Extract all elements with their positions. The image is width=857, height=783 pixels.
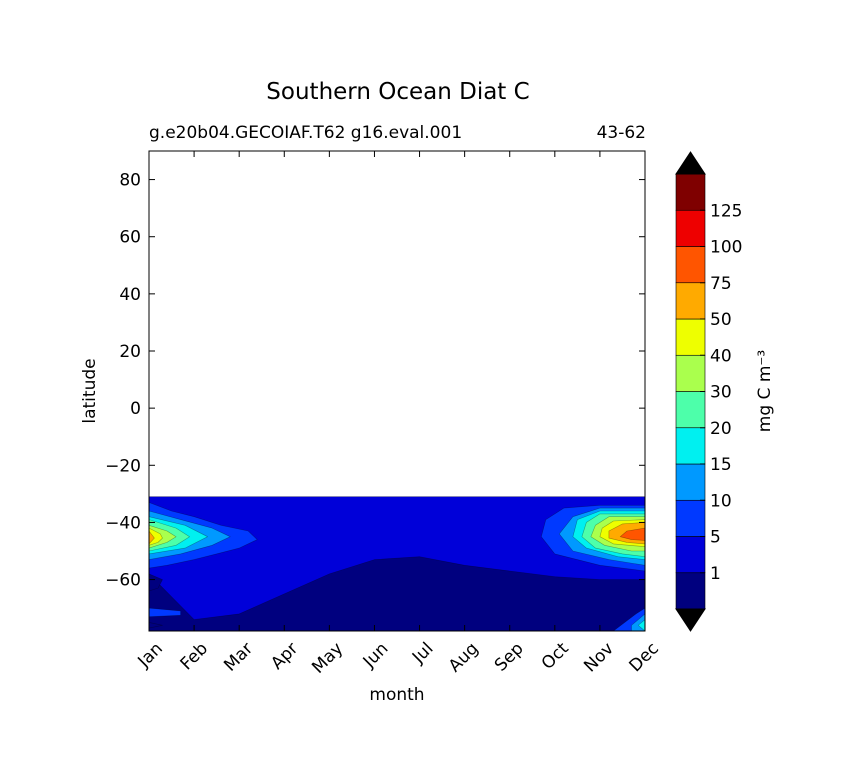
contour-region-16: [619, 527, 645, 541]
y-tick-label-5: −20: [105, 456, 141, 476]
y-axis: 80 60 40 20 0 −20 −40 −60: [105, 171, 645, 591]
colorbar-label: mg C m⁻³: [755, 350, 775, 432]
contour-region-18: [149, 622, 163, 629]
x-tick-label-jun: Jun: [359, 639, 393, 673]
x-tick-label-aug: Aug: [445, 639, 483, 677]
y-tick-label-2: 40: [119, 285, 141, 305]
colorbar-tick-label-2: 10: [710, 491, 732, 511]
x-tick-label-oct: Oct: [538, 639, 573, 674]
contour-region-20: [637, 619, 645, 631]
colorbar-tick-label-10: 125: [710, 201, 742, 221]
colorbar-tick-label-5: 30: [710, 383, 732, 403]
colorbar-segment-2: [675, 499, 706, 537]
x-tick-label-jul: Jul: [408, 639, 437, 668]
y-tick-label-4: 0: [130, 399, 141, 419]
colorbar-segment-10: [675, 209, 706, 247]
contour-region-17: [149, 573, 163, 592]
x-tick-label-may: May: [308, 639, 347, 678]
colorbar-tick-label-7: 50: [710, 310, 732, 330]
colorbar-tick-label-8: 75: [710, 274, 732, 294]
contour-region-12: [149, 527, 163, 546]
x-tick-label-nov: Nov: [580, 639, 618, 677]
contour-region-21: [149, 607, 181, 617]
colorbar-tick-label-0: 1: [710, 564, 721, 584]
colorbar-extend-bottom: [675, 608, 706, 632]
x-tick-label-dec: Dec: [626, 639, 663, 676]
colorbar-segment-11: [675, 173, 706, 211]
colorbar-segment-5: [675, 391, 706, 429]
y-tick-label-1: 60: [119, 228, 141, 248]
colorbar-tick-label-9: 100: [710, 238, 742, 258]
chart-subtitle-right: 43-62: [597, 123, 646, 143]
plot-area: [148, 150, 646, 632]
y-tick-label-0: 80: [119, 171, 141, 191]
x-tick-label-apr: Apr: [267, 639, 302, 674]
colorbar-tick-label-6: 40: [710, 346, 732, 366]
colorbar-segment-6: [675, 354, 706, 392]
colorbar-segment-7: [675, 318, 706, 356]
y-tick-label-3: 20: [119, 342, 141, 362]
x-tick-label-mar: Mar: [220, 639, 257, 676]
x-tick-label-feb: Feb: [177, 639, 212, 674]
colorbar-segment-8: [675, 282, 706, 320]
colorbar-tick-label-3: 15: [710, 455, 732, 475]
y-tick-label-6: −40: [105, 513, 141, 533]
plot-frame: [148, 150, 646, 632]
chart-subtitle-left: g.e20b04.GECOIAF.T62 g16.eval.001: [149, 123, 462, 143]
colorbar-segment-1: [675, 536, 706, 574]
colorbar-segment-0: [675, 572, 706, 610]
x-tick-label-sep: Sep: [491, 639, 528, 676]
colorbar-extend-top: [675, 151, 706, 175]
y-tick-label-7: −60: [105, 571, 141, 591]
contour-region-0: [149, 496, 645, 620]
colorbar-tick-label-1: 5: [710, 528, 721, 548]
x-tick-label-jan: Jan: [134, 639, 167, 672]
y-axis-label: latitude: [80, 358, 100, 423]
chart-title: Southern Ocean Diat C: [266, 79, 529, 105]
colorbar-segment-3: [675, 463, 706, 501]
x-axis-label: month: [369, 685, 424, 705]
colorbar-segment-9: [675, 246, 706, 284]
colorbar-segment-4: [675, 427, 706, 465]
contour-region-14: [149, 530, 155, 545]
colorbar-tick-label-4: 20: [710, 419, 732, 439]
